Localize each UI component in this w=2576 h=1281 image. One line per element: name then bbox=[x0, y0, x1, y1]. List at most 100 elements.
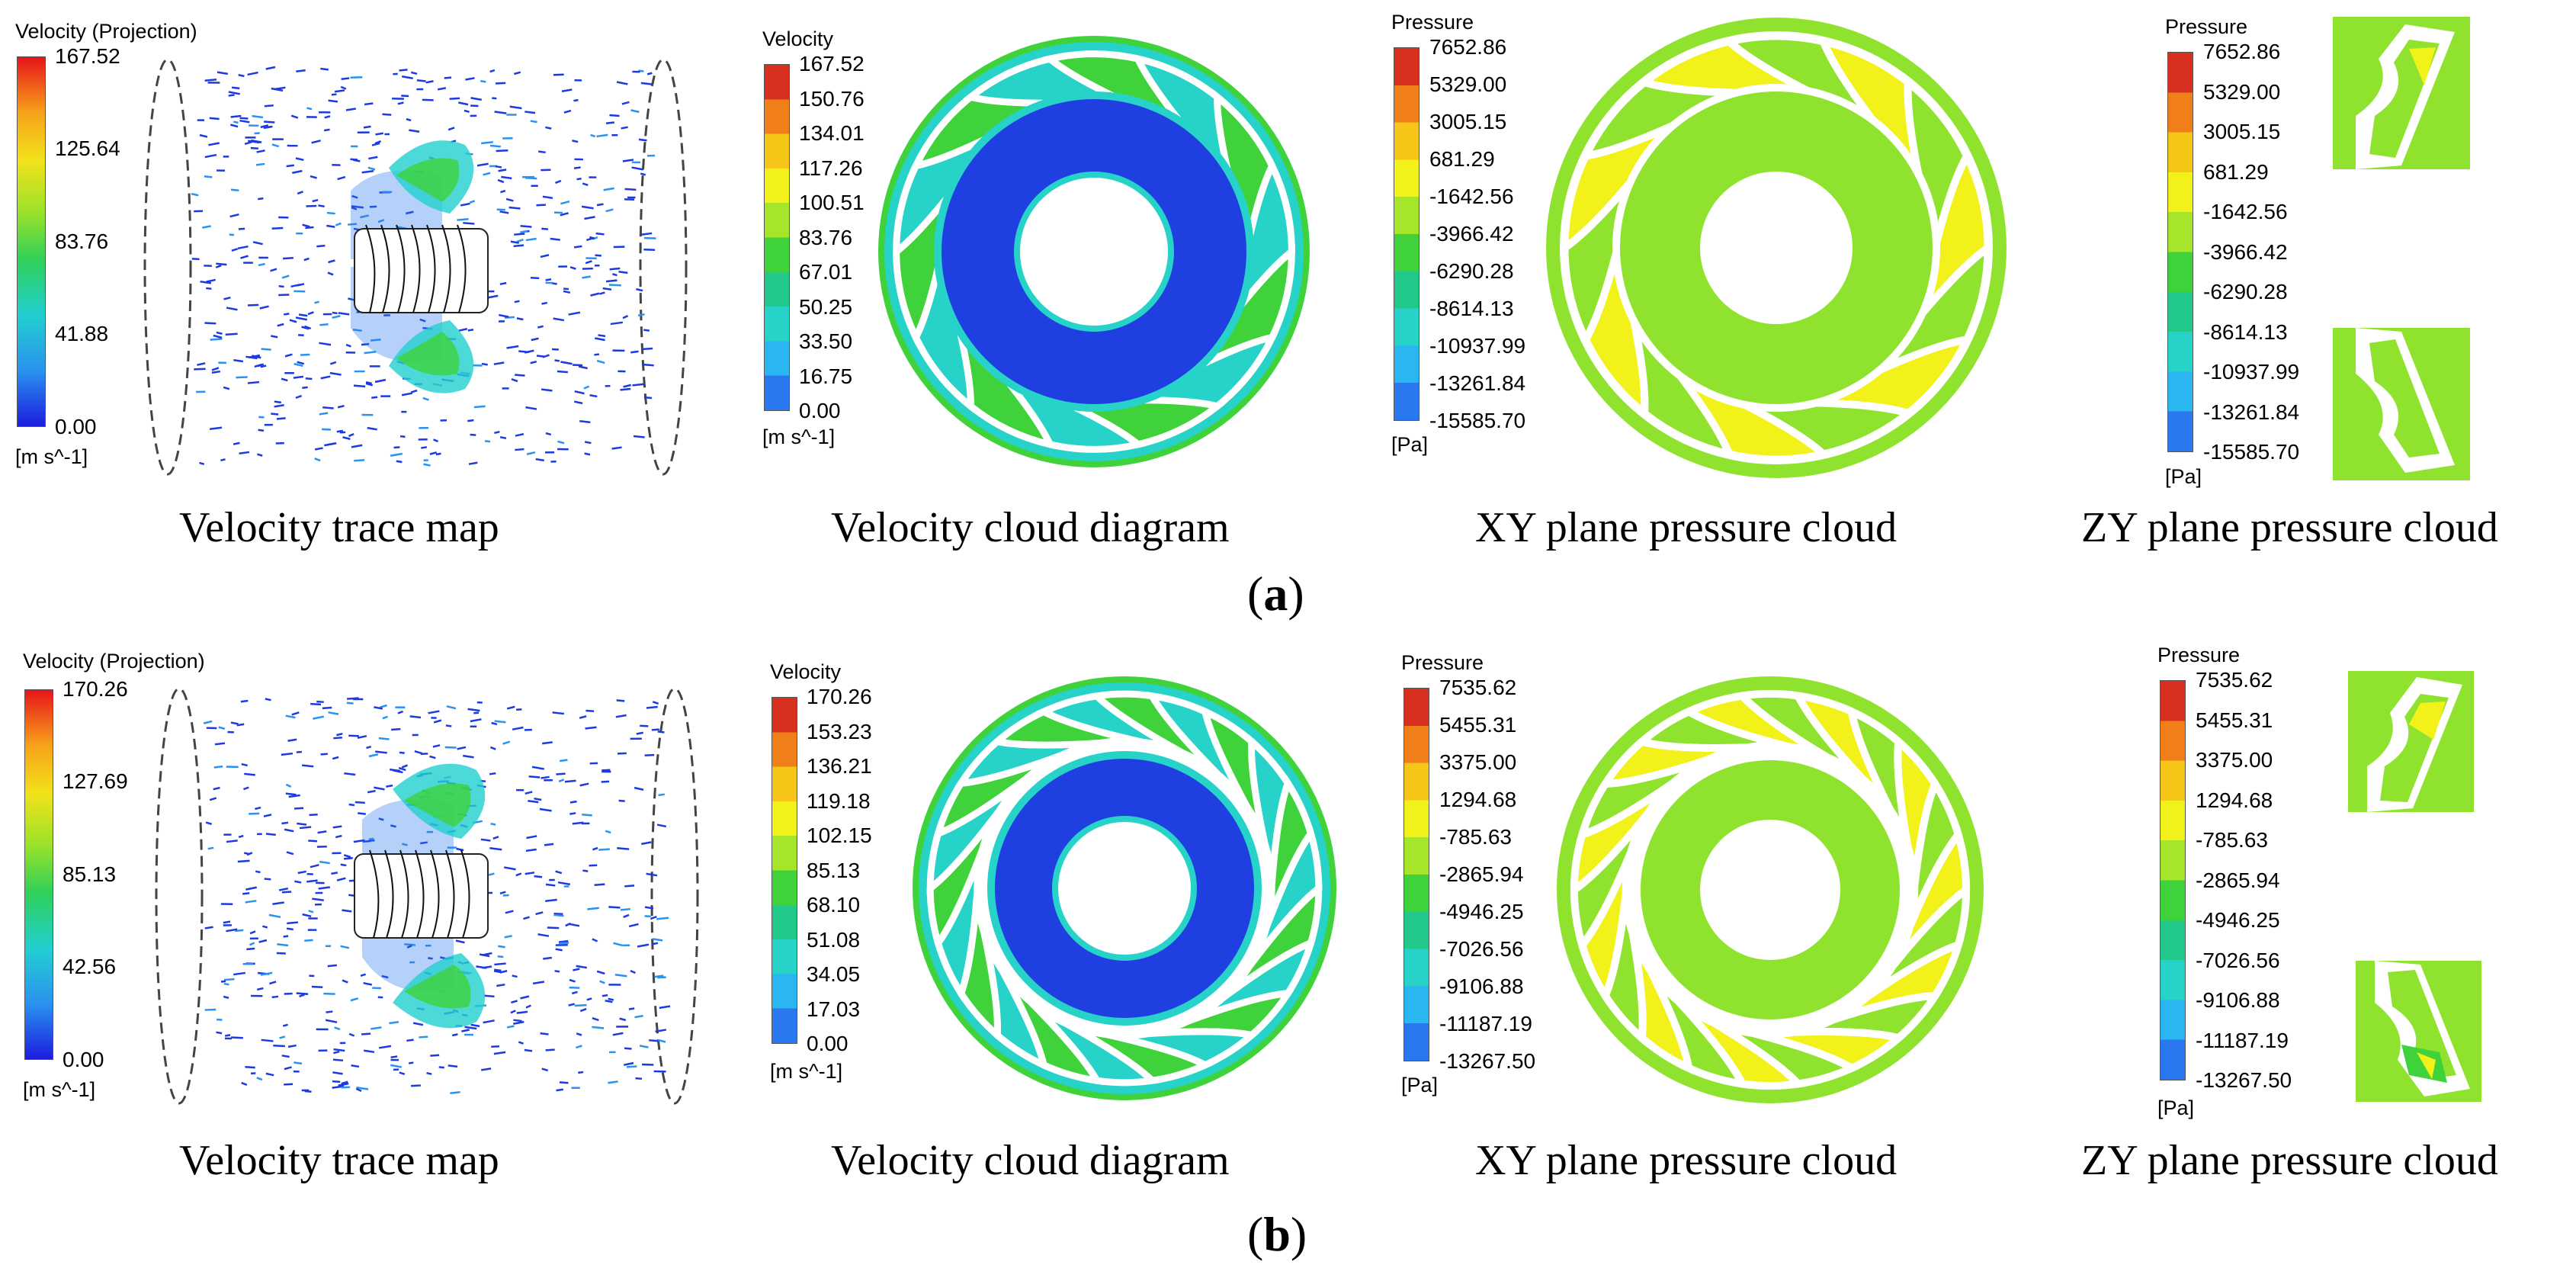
trace-legend-tick: 0.00 bbox=[63, 1048, 104, 1071]
velocity-trace-image bbox=[143, 58, 688, 476]
xy-pressure-legend-unit: [Pa] bbox=[1391, 433, 1429, 456]
legend-tick: -10937.99 bbox=[2203, 360, 2300, 384]
legend-tick: 34.05 bbox=[807, 962, 861, 986]
legend-tick: 7535.62 bbox=[1439, 676, 1517, 699]
legend-tick: -9106.88 bbox=[1439, 974, 1524, 998]
xy-plane-pressure-cloud-image bbox=[1546, 18, 2007, 478]
xy-plane-pressure-cloud-image bbox=[1557, 676, 1984, 1103]
legend-tick: 0.00 bbox=[807, 1032, 849, 1055]
trace-legend-tick: 85.13 bbox=[63, 862, 117, 886]
trace-legend-bar bbox=[17, 56, 46, 427]
legend-tick: -13267.50 bbox=[2196, 1068, 2292, 1092]
legend-tick: -6290.28 bbox=[2203, 280, 2288, 303]
legend-tick: 33.50 bbox=[799, 329, 853, 353]
caption-velocity-trace-map: Velocity trace map bbox=[179, 1137, 499, 1184]
legend-tick: 3375.00 bbox=[1439, 750, 1517, 774]
caption-zy-plane-pressure-cloud: ZY plane pressure cloud bbox=[2081, 504, 2498, 551]
velocity-cloud-diagram-image bbox=[878, 36, 1310, 467]
legend-tick: -6290.28 bbox=[1429, 259, 1514, 283]
legend-tick: 119.18 bbox=[807, 788, 871, 813]
trace-legend-bar bbox=[24, 689, 53, 1060]
zy-pressure-legend-bar bbox=[2167, 52, 2193, 452]
legend-tick: -7026.56 bbox=[2196, 948, 2280, 972]
zy-pressure-legend-unit: [Pa] bbox=[2157, 1096, 2195, 1119]
legend-tick: -785.63 bbox=[1439, 825, 1512, 849]
caption-zy-plane-pressure-cloud: ZY plane pressure cloud bbox=[2081, 1137, 2498, 1184]
legend-tick: 136.21 bbox=[807, 754, 872, 778]
legend-tick: 681.29 bbox=[2203, 159, 2269, 184]
trace-legend-unit: [m s^-1] bbox=[15, 445, 88, 468]
trace-legend-tick: 83.76 bbox=[55, 230, 109, 253]
row-b: Velocity (Projection) 170.26 127.69 85.1… bbox=[0, 640, 2576, 1281]
xy-pressure-legend-unit: [Pa] bbox=[1401, 1074, 1439, 1096]
legend-tick: -8614.13 bbox=[1429, 297, 1514, 320]
zy-plane-pressure-cloud-bottom-image bbox=[2356, 961, 2481, 1102]
velocity-legend-bar bbox=[764, 64, 790, 411]
legend-tick: -785.63 bbox=[2196, 828, 2268, 852]
xy-pressure-legend-title: Pressure bbox=[1401, 651, 1484, 674]
zy-pressure-legend-title: Pressure bbox=[2165, 15, 2248, 38]
trace-legend-tick: 125.64 bbox=[55, 136, 120, 160]
legend-tick: 7652.86 bbox=[2203, 40, 2281, 63]
legend-tick: 150.76 bbox=[799, 86, 865, 111]
legend-tick: 167.52 bbox=[799, 52, 865, 75]
trace-legend-tick: 127.69 bbox=[63, 769, 128, 793]
velocity-legend-title: Velocity bbox=[762, 27, 834, 50]
legend-tick: 68.10 bbox=[807, 893, 861, 917]
velocity-legend-unit: [m s^-1] bbox=[770, 1060, 843, 1083]
legend-tick: -15585.70 bbox=[1429, 409, 1526, 432]
trace-legend-tick: 42.56 bbox=[63, 955, 117, 978]
legend-tick: 51.08 bbox=[807, 927, 861, 952]
legend-tick: 0.00 bbox=[799, 399, 841, 422]
legend-tick: 50.25 bbox=[799, 294, 853, 319]
caption-velocity-trace-map: Velocity trace map bbox=[179, 504, 499, 551]
legend-tick: -9106.88 bbox=[2196, 988, 2280, 1012]
legend-tick: 3005.15 bbox=[1429, 110, 1507, 133]
legend-tick: 5455.31 bbox=[2196, 708, 2273, 732]
velocity-trace-image bbox=[155, 687, 699, 1105]
trace-legend-tick: 167.52 bbox=[55, 44, 120, 68]
legend-tick: -7026.56 bbox=[1439, 937, 1524, 961]
legend-tick: -11187.19 bbox=[1439, 1012, 1532, 1035]
legend-tick: -15585.70 bbox=[2203, 440, 2300, 464]
legend-tick: -4946.25 bbox=[1439, 900, 1524, 923]
row-label-a: (a) bbox=[1247, 567, 1304, 621]
row-label-b: (b) bbox=[1247, 1207, 1307, 1261]
legend-tick: -10937.99 bbox=[1429, 334, 1526, 358]
legend-tick: -3966.42 bbox=[2203, 239, 2288, 264]
legend-tick: -13261.84 bbox=[2203, 400, 2300, 424]
legend-tick: -3966.42 bbox=[1429, 222, 1514, 246]
legend-tick: -2865.94 bbox=[2196, 868, 2280, 892]
xy-pressure-legend-bar bbox=[1403, 688, 1429, 1061]
legend-tick: 85.13 bbox=[807, 858, 861, 882]
legend-tick: 7652.86 bbox=[1429, 35, 1507, 59]
caption-xy-plane-pressure-cloud: XY plane pressure cloud bbox=[1475, 1137, 1898, 1184]
legend-tick: 170.26 bbox=[807, 685, 872, 708]
legend-tick: 1294.68 bbox=[1439, 788, 1517, 811]
trace-legend-tick: 170.26 bbox=[63, 677, 128, 701]
legend-tick: -2865.94 bbox=[1439, 862, 1524, 886]
legend-tick: 102.15 bbox=[807, 824, 872, 847]
legend-tick: -11187.19 bbox=[2196, 1028, 2289, 1052]
zy-pressure-legend-unit: [Pa] bbox=[2165, 465, 2202, 488]
row-a: Velocity (Projection) 167.52 125.64 83.7… bbox=[0, 0, 2576, 640]
zy-plane-pressure-cloud-top-image bbox=[2348, 671, 2474, 812]
legend-tick: 3375.00 bbox=[2196, 748, 2273, 772]
velocity-cloud-diagram-image bbox=[913, 676, 1336, 1100]
zy-plane-pressure-cloud-top-image bbox=[2333, 17, 2470, 169]
xy-pressure-legend-title: Pressure bbox=[1391, 11, 1474, 34]
caption-xy-plane-pressure-cloud: XY plane pressure cloud bbox=[1475, 504, 1898, 551]
legend-tick: 5329.00 bbox=[2203, 79, 2281, 104]
legend-tick: 1294.68 bbox=[2196, 788, 2273, 812]
trace-legend-unit: [m s^-1] bbox=[23, 1078, 96, 1101]
legend-tick: -8614.13 bbox=[2203, 319, 2288, 344]
legend-tick: 83.76 bbox=[799, 225, 853, 249]
legend-tick: 681.29 bbox=[1429, 147, 1495, 171]
legend-tick: 67.01 bbox=[799, 260, 853, 284]
trace-legend-tick: 41.88 bbox=[55, 322, 109, 345]
impeller-blade-channel bbox=[1246, 826, 1323, 968]
velocity-legend-bar bbox=[772, 697, 797, 1044]
legend-tick: 100.51 bbox=[799, 191, 865, 214]
legend-tick: 5455.31 bbox=[1439, 713, 1517, 737]
legend-tick: 17.03 bbox=[807, 997, 861, 1021]
